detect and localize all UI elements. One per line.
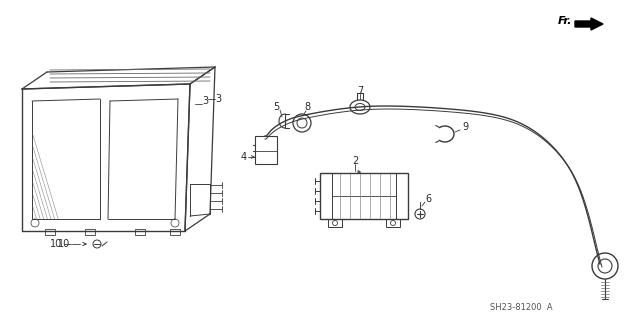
Bar <box>45 229 55 235</box>
Bar <box>170 229 180 235</box>
Text: 7: 7 <box>357 86 363 96</box>
Bar <box>320 173 408 219</box>
Bar <box>255 136 277 164</box>
Circle shape <box>592 253 618 279</box>
Bar <box>328 219 342 227</box>
Text: 3: 3 <box>215 94 221 104</box>
Text: 4: 4 <box>241 152 247 162</box>
Text: 5: 5 <box>273 102 279 112</box>
Text: SH23-81200  A: SH23-81200 A <box>490 302 552 311</box>
Bar <box>386 219 400 227</box>
Bar <box>85 229 95 235</box>
Text: 3: 3 <box>202 96 208 106</box>
Text: Fr.: Fr. <box>557 16 572 26</box>
FancyArrow shape <box>575 18 603 30</box>
Text: 8: 8 <box>304 102 310 112</box>
Text: 6: 6 <box>425 194 431 204</box>
Text: 10: 10 <box>58 239 70 249</box>
Text: 2: 2 <box>352 156 358 166</box>
Bar <box>135 229 145 235</box>
Text: 10: 10 <box>50 239 62 249</box>
Text: 9: 9 <box>462 122 468 132</box>
